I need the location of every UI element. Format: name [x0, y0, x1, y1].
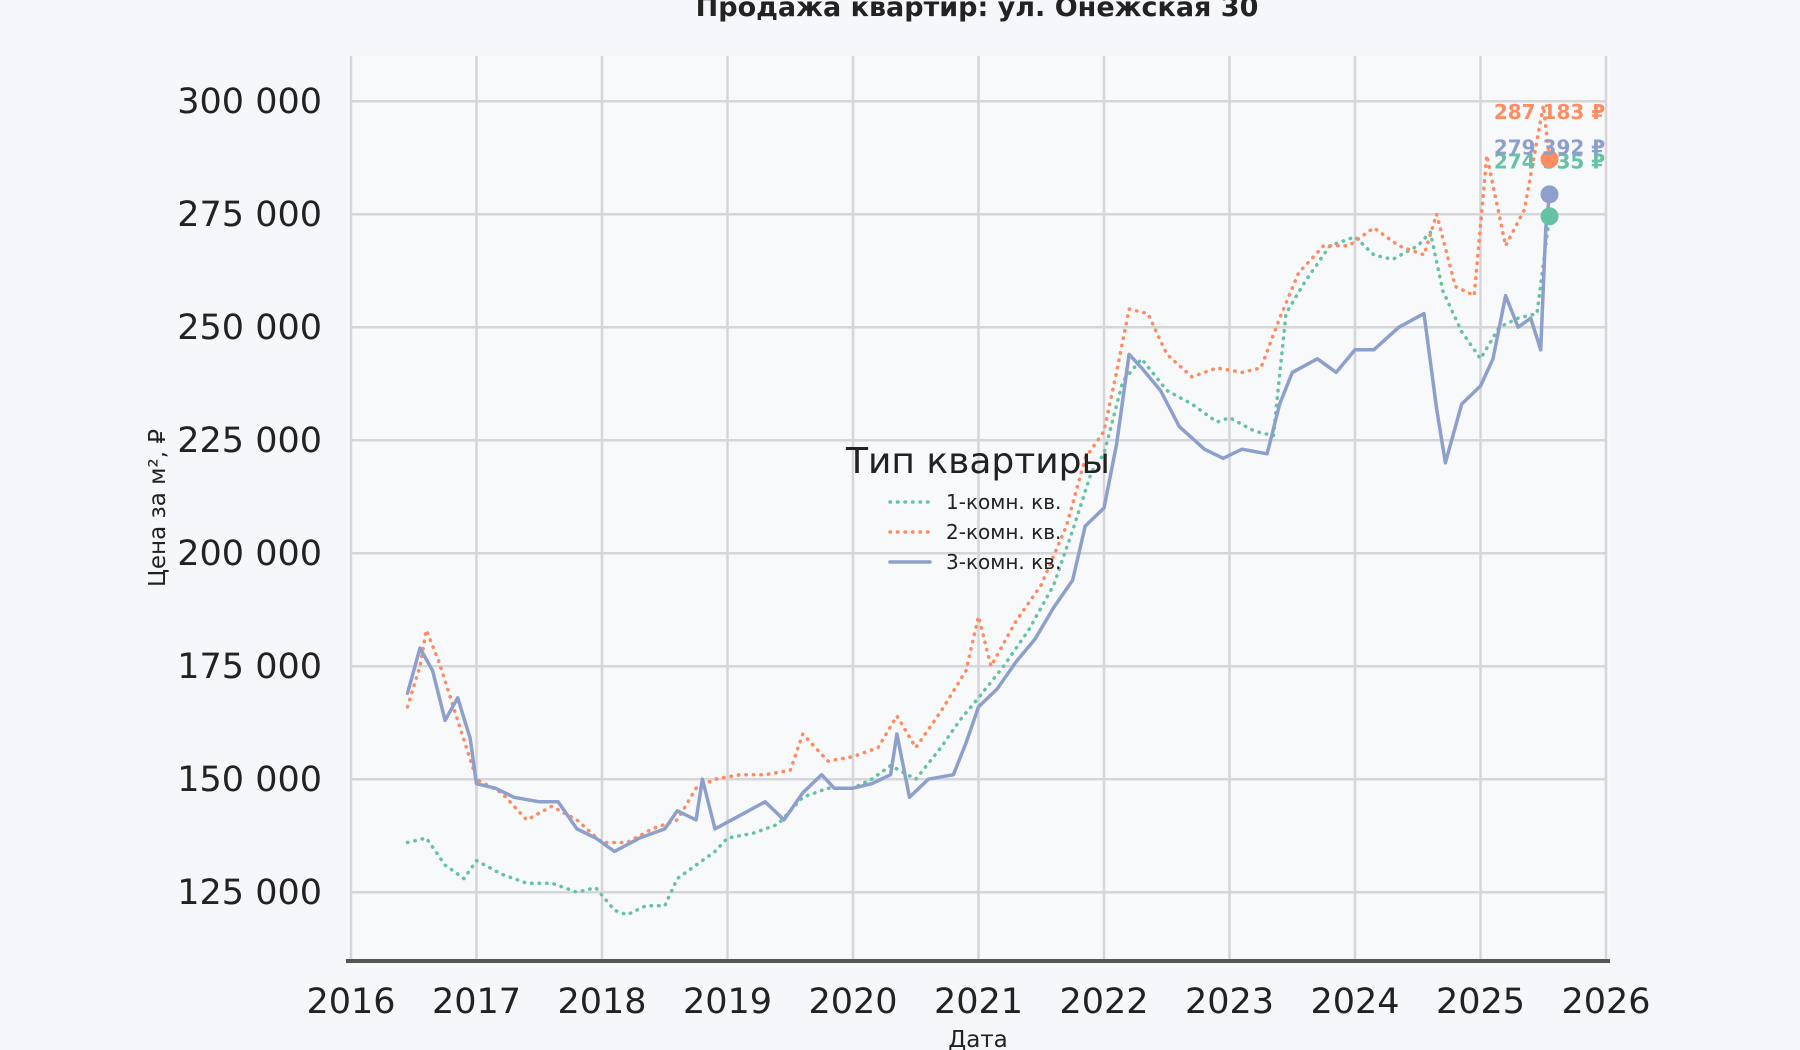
legend-label-3: 3-комн. кв.: [946, 550, 1061, 574]
y-tick-label: 275 000: [177, 195, 322, 235]
end-marker-1: [1540, 207, 1559, 226]
y-tick-label: 225 000: [177, 421, 322, 461]
x-tick-label: 2023: [1185, 982, 1274, 1022]
legend-label-1: 1-комн. кв.: [946, 490, 1061, 514]
y-tick-label: 200 000: [177, 534, 322, 574]
series-layer: [405, 103, 1552, 917]
x-axis-ticks: 2016 2017 2018 2019 2020 2021 2022 2023 2024 2025…: [306, 982, 1650, 1022]
x-tick-label: 2022: [1059, 982, 1148, 1022]
y-tick-label: 300 000: [177, 82, 322, 122]
series-line-3: [405, 192, 1552, 854]
end-marker-3: [1540, 185, 1559, 204]
y-axis-label: Цена за м², ₽: [145, 429, 171, 587]
end-value-label-3: 279 392 ₽: [1494, 135, 1605, 159]
end-marker-2: [1540, 150, 1559, 169]
y-tick-label: 150 000: [177, 760, 322, 800]
x-tick-label: 2026: [1561, 982, 1650, 1022]
grid: [349, 56, 1608, 960]
x-tick-label: 2025: [1436, 982, 1525, 1022]
legend-title: Тип квартиры: [845, 441, 1110, 482]
end-markers: 274 535 ₽287 183 ₽279 392 ₽: [1494, 100, 1605, 226]
x-tick-label: 2021: [934, 982, 1023, 1022]
x-tick-label: 2024: [1310, 982, 1399, 1022]
x-tick-label: 2016: [306, 982, 395, 1022]
y-tick-label: 250 000: [177, 308, 322, 348]
chart-title: Продажа квартир: ул. Онежская 30: [696, 0, 1259, 23]
end-value-label-2: 287 183 ₽: [1494, 100, 1605, 124]
series-line-1: [405, 214, 1552, 917]
x-tick-label: 2019: [683, 982, 772, 1022]
x-axis-label: Дата: [948, 1027, 1008, 1050]
x-tick-label: 2018: [557, 982, 646, 1022]
legend: Тип квартиры 1-комн. кв. 2-комн. кв. 3-ком…: [845, 441, 1110, 574]
x-tick-label: 2017: [432, 982, 521, 1022]
x-tick-label: 2020: [808, 982, 897, 1022]
y-tick-label: 125 000: [177, 873, 322, 913]
legend-label-2: 2-комн. кв.: [946, 520, 1061, 544]
y-tick-label: 175 000: [177, 647, 322, 687]
y-axis-ticks: 125 000 150 000 175 000 200 000 225 000 250 0…: [177, 82, 322, 913]
